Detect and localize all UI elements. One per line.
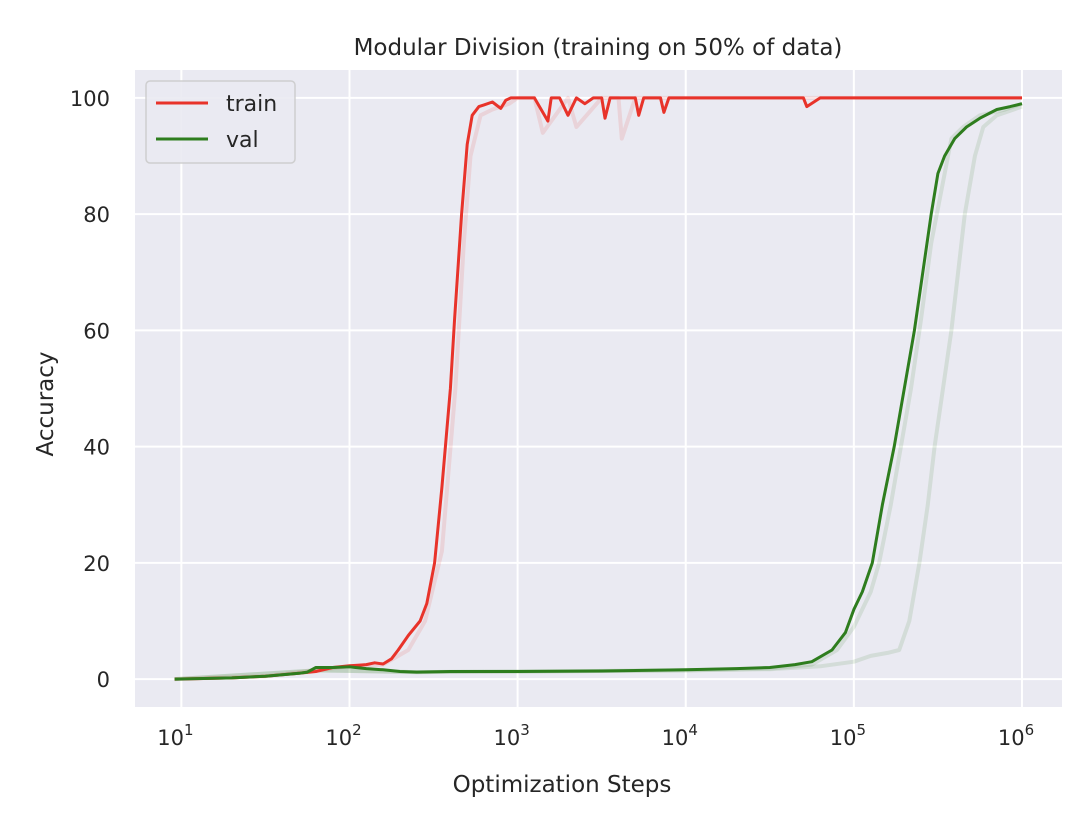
x-tick-label: 103 — [493, 721, 529, 750]
x-tick-base: 10 — [998, 726, 1025, 750]
train-line — [174, 96, 1022, 681]
y-axis-label: Accuracy — [33, 351, 59, 456]
x-tick-exponent: 5 — [856, 721, 866, 739]
x-tick-base: 10 — [157, 726, 184, 750]
x-tick-exponent: 6 — [1025, 721, 1035, 739]
y-tick-label: 0 — [97, 668, 110, 692]
x-tick-label: 106 — [998, 721, 1034, 750]
y-tick-label: 40 — [83, 436, 110, 460]
legend: train val — [145, 80, 296, 164]
x-tick-label: 101 — [157, 721, 193, 750]
x-tick-label: 104 — [662, 721, 698, 750]
x-tick-label: 102 — [325, 721, 361, 750]
chart-title: Modular Division (training on 50% of dat… — [354, 35, 843, 61]
x-tick-exponent: 4 — [688, 721, 698, 739]
x-tick-exponent: 3 — [520, 721, 530, 739]
y-tick-label: 100 — [70, 87, 110, 111]
x-tick-exponent: 1 — [184, 721, 194, 739]
y-tick-label: 80 — [83, 203, 110, 227]
x-tick-base: 10 — [325, 726, 352, 750]
val-line — [174, 102, 1023, 681]
y-tick-label: 20 — [83, 552, 110, 576]
x-tick-exponent: 2 — [352, 721, 362, 739]
x-tick-base: 10 — [830, 726, 857, 750]
x-tick-base: 10 — [493, 726, 520, 750]
y-tick-label: 60 — [83, 319, 110, 343]
plot-background — [135, 70, 1062, 707]
x-axis-label: Optimization Steps — [453, 772, 672, 798]
legend-train-label: train — [226, 92, 277, 117]
series-lines — [174, 95, 1023, 682]
x-tick-base: 10 — [662, 726, 689, 750]
legend-val-label: val — [226, 128, 259, 153]
x-tick-label: 105 — [830, 721, 866, 750]
